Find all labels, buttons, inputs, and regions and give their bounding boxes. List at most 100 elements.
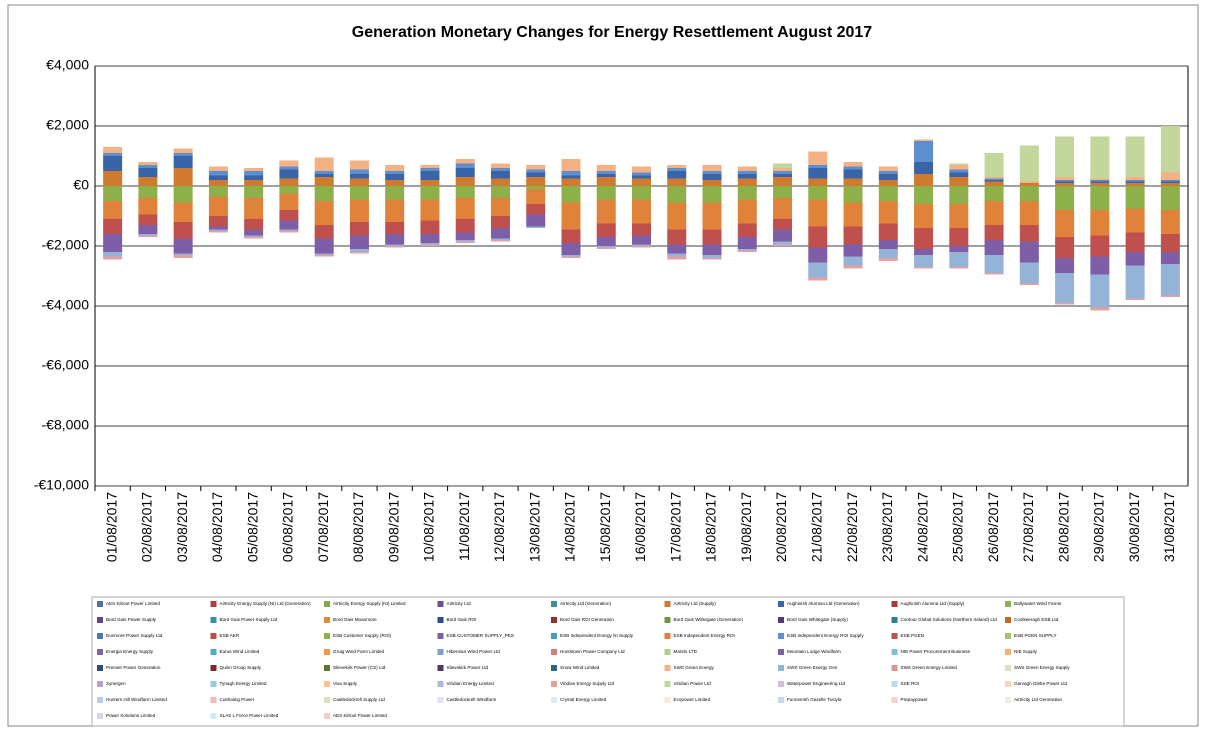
bar-segment xyxy=(1090,136,1110,179)
bar-segment xyxy=(173,168,193,186)
legend-swatch xyxy=(437,681,444,687)
bar-segment xyxy=(808,168,828,179)
bar-segment xyxy=(561,229,581,243)
legend-label: Funneenth Gazelle Tivoyla xyxy=(787,697,842,702)
bar-segment xyxy=(385,234,405,245)
bar-segment xyxy=(1090,274,1110,308)
bar-segment xyxy=(773,174,793,177)
bar-segment xyxy=(349,235,369,249)
bar-segment xyxy=(173,255,193,258)
legend-label: AES Kilroot Power Limited xyxy=(333,713,387,718)
legend-label: Power Solutions Limited xyxy=(106,713,156,718)
bar-segment xyxy=(773,171,793,174)
legend-label: Castledockrell Windfarm xyxy=(447,697,497,702)
bar-segment xyxy=(596,237,616,246)
x-tick-label: 28/08/2017 xyxy=(1055,492,1071,562)
bar-segment xyxy=(632,166,651,173)
bar-segment xyxy=(702,244,722,255)
legend-label: SWS Green Energy Gen xyxy=(787,665,838,670)
bar-segment xyxy=(914,249,934,255)
bar-segment xyxy=(455,159,475,164)
bar-segment xyxy=(314,157,334,171)
bar-segment xyxy=(949,267,969,269)
bar-segment xyxy=(279,186,299,194)
legend-label: Viridian Energy Supply Ltd xyxy=(560,681,614,686)
bar-segment xyxy=(1055,180,1075,182)
bar-segment xyxy=(984,177,1004,179)
bar-segment xyxy=(737,237,757,249)
legend-swatch xyxy=(778,633,784,639)
x-tick-label: 29/08/2017 xyxy=(1091,492,1107,562)
bar-segment xyxy=(208,226,228,230)
bar-segment xyxy=(349,249,369,252)
legend-swatch xyxy=(664,665,671,671)
bar-segment xyxy=(490,178,510,186)
legend-swatch xyxy=(97,665,103,671)
bar-segment xyxy=(455,198,475,219)
bar-segment xyxy=(455,163,475,168)
bar-segment xyxy=(843,178,863,186)
bar-segment xyxy=(1019,241,1039,263)
x-tick-label: 06/08/2017 xyxy=(280,492,296,562)
bar-segment xyxy=(561,178,581,186)
bar-segment xyxy=(279,229,299,231)
legend-label: Bord Gais Whitegate (Supply) xyxy=(787,617,848,622)
legend-swatch xyxy=(324,601,330,607)
bar-segment xyxy=(984,153,1004,177)
legend-swatch xyxy=(664,681,671,687)
bar-segment xyxy=(914,204,934,228)
bar-segment xyxy=(103,252,123,257)
bar-segment xyxy=(737,223,757,237)
legend-label: ESB Independent Energy ROI xyxy=(674,633,735,638)
bar-segment xyxy=(1125,181,1145,183)
bar-segment xyxy=(1160,172,1180,180)
legend-label: Airtricity Ltd (Generation) xyxy=(560,601,612,606)
bar-segment xyxy=(667,168,687,171)
y-tick-label: -€10,000 xyxy=(34,477,89,493)
bar-segment xyxy=(1160,126,1180,173)
legend-label: Slievekirk Power Ltd xyxy=(447,665,489,670)
bar-segment xyxy=(878,186,898,201)
legend-swatch xyxy=(210,697,217,703)
bar-segment xyxy=(173,153,193,156)
legend-swatch xyxy=(664,601,671,607)
bar-segment xyxy=(244,168,264,171)
bar-segment xyxy=(773,177,793,186)
bar-segment xyxy=(1055,136,1075,177)
bar-segment xyxy=(103,234,123,252)
legend-swatch xyxy=(437,601,444,607)
bar-segment xyxy=(138,234,158,236)
bar-segment xyxy=(138,168,158,177)
bar-segment xyxy=(385,222,405,234)
legend-swatch xyxy=(891,617,898,623)
bar-segment xyxy=(949,163,969,165)
bar-segment xyxy=(103,147,123,153)
bar-segment xyxy=(737,199,757,224)
bar-segment xyxy=(596,171,616,174)
bar-segment xyxy=(1125,298,1145,300)
legend-swatch xyxy=(437,617,444,623)
bar-segment xyxy=(1160,252,1180,264)
bar-segment xyxy=(455,186,475,198)
bar-segment xyxy=(632,235,651,245)
x-tick-label: 31/08/2017 xyxy=(1161,492,1177,562)
bar-segment xyxy=(208,186,228,197)
legend-swatch xyxy=(437,633,444,639)
legend-swatch xyxy=(210,681,217,687)
y-tick-label: €4,000 xyxy=(46,57,89,73)
legend-label: SSE ROI xyxy=(901,681,920,686)
bar-segment xyxy=(208,196,228,216)
bar-segment xyxy=(561,159,581,171)
bar-segment xyxy=(208,180,228,186)
legend-label: Energia Energy Supply xyxy=(106,649,154,654)
x-tick-label: 24/08/2017 xyxy=(914,492,930,562)
bar-segment xyxy=(667,165,687,168)
legend-label: Premier Power Generation xyxy=(106,665,161,670)
bar-segment xyxy=(455,240,475,242)
bar-segment xyxy=(1019,283,1039,285)
x-tick-label: 14/08/2017 xyxy=(562,492,578,562)
legend-label: Garvagh Glebe Power Ltd xyxy=(1014,681,1068,686)
bar-segment xyxy=(949,172,969,177)
bar-segment xyxy=(949,186,969,204)
bar-segment xyxy=(420,180,440,186)
